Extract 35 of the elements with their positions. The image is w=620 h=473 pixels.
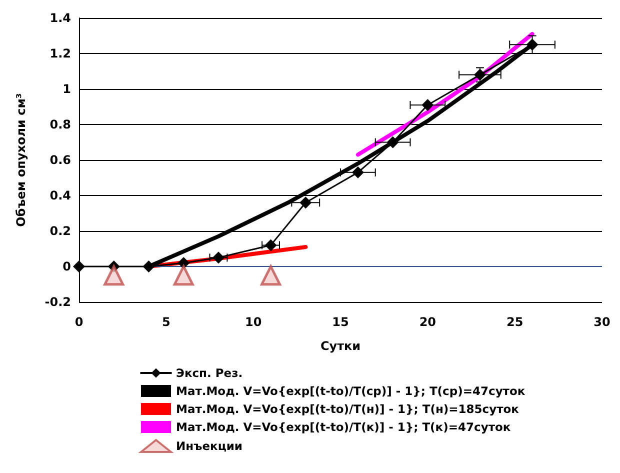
x-tick-label: 0 [74, 315, 84, 329]
legend-label: Мат.Мод. V=Vo{exp[(t-to)/T(к)] - 1}; T(к)=47суток [176, 420, 511, 434]
y-tick-label: 0.4 [50, 188, 71, 202]
point [212, 252, 224, 264]
y-tick-label: 0 [62, 260, 71, 274]
x-tick-label: 20 [419, 315, 436, 329]
y-axis-title: Объем опухоли см³ [14, 93, 28, 227]
legend-label: Эксп. Рез. [176, 366, 243, 380]
y-tick-label: 1.2 [50, 46, 71, 60]
legend-label: Мат.Мод. V=Vo{exp[(t-to)/T(ср)] - 1}; T(ср)=47суток [176, 384, 526, 398]
point [142, 260, 155, 272]
y-tick-label: 0.8 [50, 118, 71, 132]
x-tick-label: 30 [594, 315, 610, 329]
y-tick-label: 1.4 [50, 11, 71, 25]
y-tick-label: -0.2 [44, 295, 71, 309]
x-tick-label: 15 [332, 315, 349, 329]
x-axis-title: Сутки [320, 339, 361, 353]
point [104, 265, 124, 286]
point [526, 38, 538, 51]
x-tick-label: 25 [506, 315, 524, 329]
point [73, 260, 85, 272]
point [264, 239, 277, 252]
legend-label: Мат.Мод. V=Vo{exp[(t-to)/T(н)] - 1}; T(н)=185суток [176, 402, 520, 416]
point [300, 196, 312, 209]
point [260, 265, 282, 286]
point [173, 265, 194, 286]
y-tick-label: 0.6 [50, 153, 71, 167]
legend-label: Инъекции [176, 439, 242, 453]
point [386, 136, 399, 148]
point [352, 166, 364, 178]
x-tick-label: 5 [162, 315, 170, 329]
y-tick-label: 1 [62, 82, 71, 96]
x-tick-label: 10 [244, 315, 262, 329]
y-tick-label: 0.2 [50, 224, 71, 238]
point [422, 98, 434, 111]
